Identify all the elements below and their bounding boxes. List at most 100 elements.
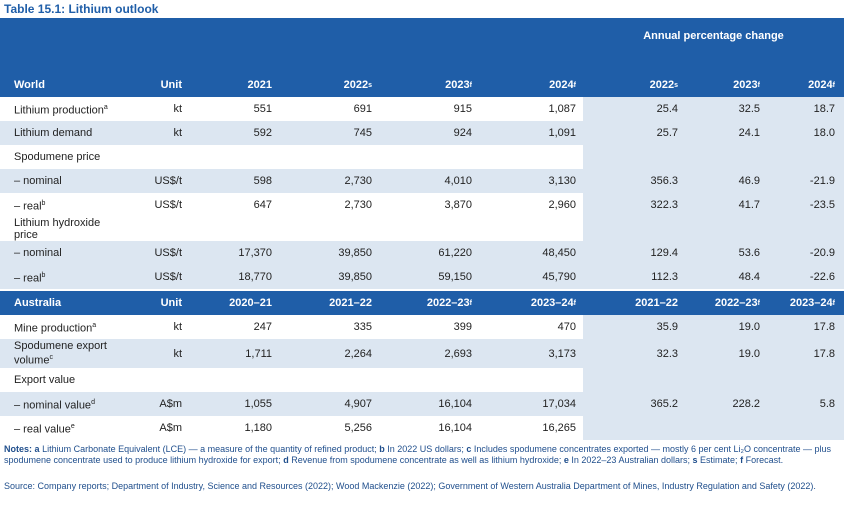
cell-text: Lithium demand: [14, 127, 93, 139]
row-label: Export value: [14, 368, 114, 392]
row-label: – real valuee: [14, 416, 114, 440]
header-cell: Australia: [14, 291, 139, 315]
value: 4,907: [344, 398, 372, 410]
value: 2,693: [444, 347, 472, 360]
value: 399: [453, 321, 472, 333]
value: 25.4: [656, 103, 678, 115]
note-text: In 2022–23 Australian dollars;: [571, 455, 690, 465]
value: 598: [253, 175, 272, 187]
row-label: Lithium demand: [14, 121, 114, 145]
row-label-text: – nominal valued: [14, 397, 95, 412]
superscript: f: [573, 299, 576, 307]
unit: kt: [173, 103, 182, 115]
value: 647: [253, 199, 272, 211]
header-cell: 2022–23 f: [690, 291, 760, 315]
superscript: b: [41, 199, 46, 207]
unit: US$/t: [154, 271, 182, 283]
pct-shade: [583, 193, 844, 217]
value: 924: [453, 127, 472, 139]
value: -23.5: [809, 199, 835, 211]
superscript: a: [103, 103, 108, 111]
superscript: e: [70, 422, 75, 430]
cell-text: 2022–23: [714, 297, 758, 309]
value: 53.6: [738, 247, 760, 259]
row-label-text: Lithium demand: [14, 127, 92, 139]
cell-text: 2023–24: [789, 297, 833, 309]
row-label: – realb: [14, 193, 114, 217]
value: 247: [253, 321, 272, 333]
superscript: f: [832, 81, 835, 89]
value: 41.7: [738, 199, 760, 211]
row-shade: [0, 169, 583, 193]
cell-text: 2024: [549, 79, 574, 91]
value: 112.3: [651, 271, 678, 283]
row-label-text: Mine productiona: [14, 320, 96, 335]
value: -21.9: [809, 175, 835, 187]
cell-text: 2023: [733, 79, 758, 91]
value: 5.8: [819, 398, 835, 410]
cell-text: 2024: [808, 79, 833, 91]
header-cell: 2023 f: [400, 73, 472, 97]
row-shade: [0, 265, 583, 289]
row-label: Mine productiona: [14, 315, 114, 339]
row-label-text: Export value: [14, 374, 75, 386]
pct-shade: [583, 392, 844, 416]
cell-text: 2023: [445, 79, 470, 91]
note-key: c: [466, 444, 472, 454]
unit: kt: [173, 321, 182, 333]
value: 32.3: [656, 347, 678, 360]
value: 61,220: [438, 247, 472, 259]
value: 19.0: [738, 321, 760, 333]
value: 335: [353, 321, 372, 333]
superscript: f: [469, 81, 472, 89]
value: 39,850: [338, 247, 372, 259]
header-cell: 2020–21: [200, 291, 272, 315]
value: 322.3: [650, 199, 678, 211]
row-label-text: – nominal: [14, 175, 62, 187]
value: 592: [253, 127, 272, 139]
pct-header: Annual percentage change: [643, 30, 784, 42]
value: 59,150: [438, 271, 472, 283]
value: 551: [253, 103, 272, 115]
value: 5,256: [344, 422, 372, 434]
value: 32.5: [738, 103, 760, 115]
row-label-text: Spodumene export volumec: [14, 340, 114, 367]
row-label: Spodumene export volumec: [14, 339, 114, 368]
value: 24.1: [738, 127, 760, 139]
value: 2,960: [548, 199, 576, 211]
cell-text: 2022: [649, 79, 675, 91]
pct-shade: [583, 416, 844, 440]
row-label: – nominal valued: [14, 392, 114, 416]
cell-text: – nominal value: [14, 399, 92, 412]
table-title: Table 15.1: Lithium outlook: [4, 2, 159, 16]
unit: A$m: [159, 422, 182, 434]
header-cell: 2022 s: [300, 73, 372, 97]
pct-shade: [583, 241, 844, 265]
pct-shade: [583, 368, 844, 392]
source-label: Source:: [4, 481, 36, 491]
note-text: Estimate;: [700, 455, 738, 465]
header-band: [0, 291, 844, 315]
value: 45,790: [542, 271, 576, 283]
value: 228.2: [732, 398, 760, 410]
cell-text: 2022: [343, 79, 369, 91]
value: -20.9: [809, 247, 835, 259]
source: Source: Company reports; Department of I…: [4, 481, 834, 492]
value: 18.7: [813, 103, 835, 115]
value: 470: [557, 321, 576, 333]
row-label: – realb: [14, 265, 114, 289]
header-cell: World: [14, 73, 139, 97]
value: 35.9: [656, 321, 678, 333]
cell-text: – nominal: [14, 175, 62, 187]
value: 2,730: [344, 175, 372, 187]
pct-shade: [583, 265, 844, 289]
value: 2,264: [344, 347, 372, 360]
cell-text: Spodumene export volume: [14, 340, 107, 367]
cell-text: Australia: [14, 297, 62, 309]
cell-text: – real value: [14, 423, 71, 436]
value: 19.0: [738, 347, 760, 360]
row-label-text: – realb: [14, 198, 45, 213]
cell-text: – nominal: [14, 247, 62, 259]
superscript: f: [573, 81, 576, 89]
notes: Notes: a Lithium Carbonate Equivalent (L…: [4, 444, 834, 466]
